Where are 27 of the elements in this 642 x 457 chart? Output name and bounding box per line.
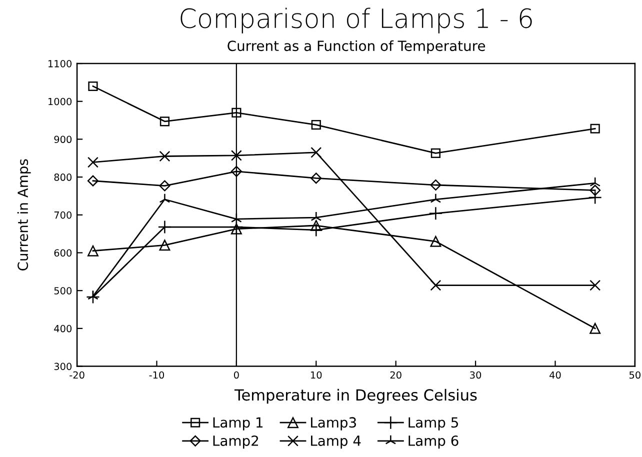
x-tick-label: -20 — [70, 371, 84, 379]
y-tick-label: 700 — [54, 211, 72, 219]
legend-label: Lamp3 — [311, 417, 356, 430]
y-tick-label: 1000 — [48, 98, 72, 106]
y-tick-label: 1100 — [48, 60, 72, 68]
y-tick-label: 800 — [54, 174, 72, 181]
x-tick-label: 10 — [311, 371, 322, 379]
x-tick-label: 30 — [470, 371, 482, 379]
x-tick-label: 0 — [234, 371, 239, 379]
y-tick-label: 500 — [54, 287, 72, 294]
y-tick-label: 400 — [54, 324, 72, 332]
y-axis-title: Current in Amps — [17, 159, 31, 270]
chart-subtitle: Current as a Function of Temperature — [228, 40, 486, 54]
chart-title: Comparison of Lamps 1 - 6 — [180, 8, 532, 34]
x-tick-label: 40 — [550, 371, 561, 379]
legend-label: Lamp 5 — [408, 417, 458, 430]
y-tick-label: 900 — [54, 136, 72, 144]
x-axis-title: Temperature in Degrees Celsius — [234, 388, 477, 404]
x-tick-label: 20 — [390, 371, 402, 379]
y-tick-label: 600 — [54, 249, 72, 257]
legend-label: Lamp 4 — [311, 436, 361, 449]
x-tick-label: -10 — [149, 371, 164, 379]
x-tick-label: 50 — [630, 371, 640, 379]
legend-label: Lamp 1 — [213, 417, 263, 430]
legend-label: Lamp 6 — [408, 435, 458, 449]
y-tick-label: 300 — [54, 362, 72, 370]
legend-label: Lamp2 — [213, 435, 258, 449]
